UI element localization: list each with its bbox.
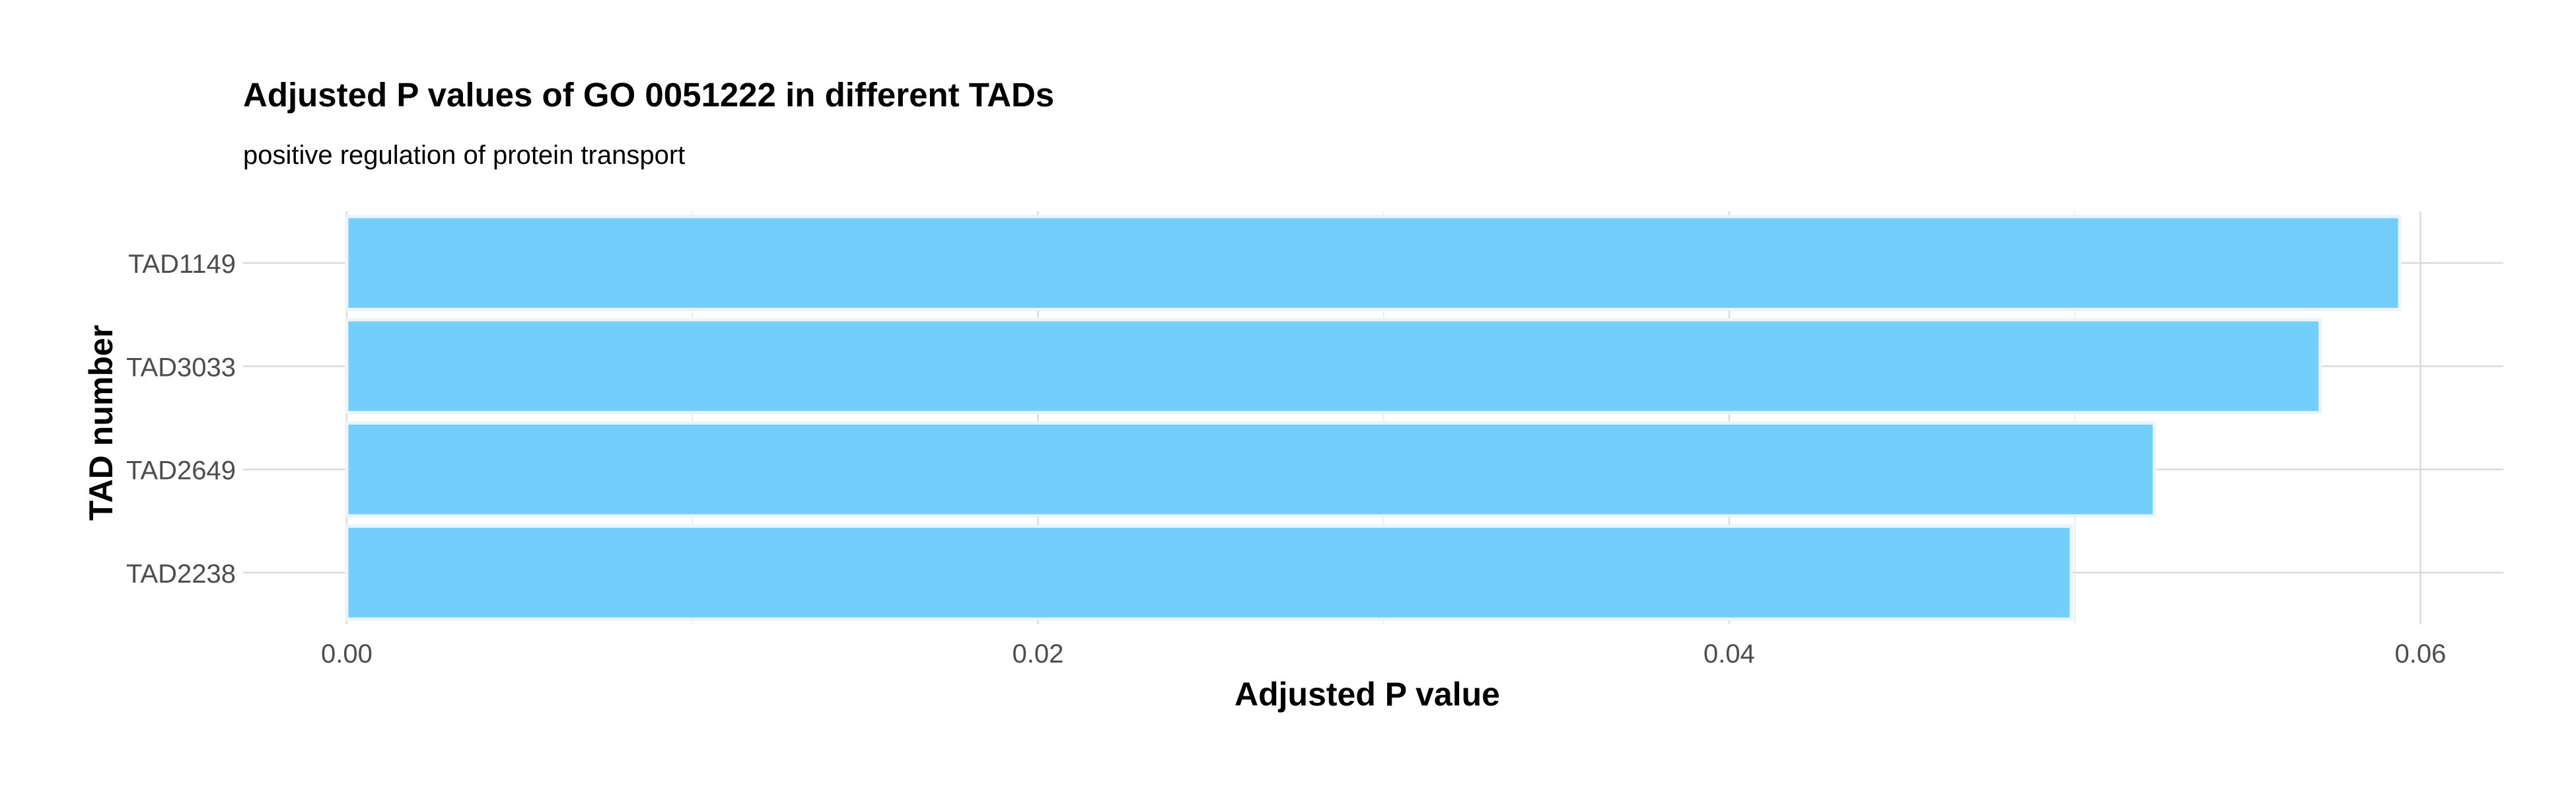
- bar: [345, 525, 2073, 621]
- chart-title: Adjusted P values of GO 0051222 in diffe…: [243, 76, 1054, 114]
- x-axis-title: Adjusted P value: [1234, 676, 1500, 713]
- x-tick-label: 0.02: [1013, 639, 1064, 669]
- bar: [345, 318, 2322, 415]
- y-axis-tick-labels: TAD1149 TAD3033 TAD2649 TAD2238: [126, 250, 236, 589]
- y-tick-label: TAD2238: [126, 560, 236, 589]
- y-tick-label: TAD2649: [126, 456, 236, 486]
- bar: [345, 215, 2402, 311]
- x-axis-tick-labels: 0.00 0.02 0.04 0.06: [321, 639, 2446, 669]
- x-tick-label: 0.04: [1703, 639, 1755, 669]
- x-tick-label: 0.00: [321, 639, 373, 669]
- y-axis-title: TAD number: [83, 325, 120, 521]
- bars-group: [345, 215, 2402, 621]
- y-tick-label: TAD3033: [126, 353, 236, 382]
- y-tick-label: TAD1149: [128, 250, 236, 279]
- chart-subtitle: positive regulation of protein transport: [243, 141, 685, 170]
- x-tick-label: 0.06: [2394, 639, 2446, 669]
- bar: [345, 421, 2157, 518]
